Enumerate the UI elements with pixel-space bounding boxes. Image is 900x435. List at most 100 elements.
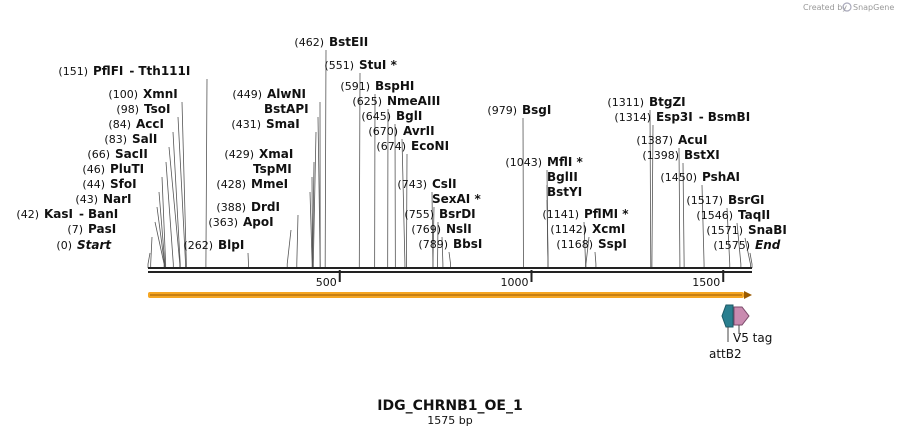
site-stui[interactable]: (551) StuI * [324,58,398,268]
site-nsli[interactable]: (769) NslI [411,222,472,268]
site-name[interactable]: TaqII [738,208,770,222]
feature-attb2[interactable]: attB2 [709,304,742,361]
site-name[interactable]: PluTI [110,162,144,176]
site-name[interactable]: BsrGI [728,193,765,207]
orf-arrow[interactable] [148,291,752,299]
site-name[interactable]: BstEII [329,35,368,49]
site-name[interactable]: Start [77,238,112,252]
site-pflmi[interactable]: (1141) PflMI * [542,207,629,268]
site-acui[interactable]: (1387) AcuI [636,133,707,268]
site-name[interactable]: BsrDI [439,207,476,221]
site-name[interactable]: SfoI [110,177,137,191]
site-mmei[interactable]: (428) MmeI [216,177,313,268]
site-name[interactable]: SacII [115,147,148,161]
site-esp3i[interactable]: (1314) Esp3I - BsmBI [614,110,750,268]
site-end[interactable]: (1575) End [713,238,781,268]
site-drdi[interactable]: (388) DrdI [216,200,299,268]
site-nmeaiii[interactable]: (625) NmeAIII [352,94,440,268]
site-name[interactable]: XmaI [259,147,293,161]
site-name[interactable]: BglI [396,109,422,123]
site-bstyi[interactable]: BstYI [546,185,582,268]
site-apoi[interactable]: (363) ApoI [208,215,292,268]
site-pluti[interactable]: (46) PluTI [82,162,167,268]
site-kasi[interactable]: (42) KasI - BanI [16,207,165,268]
site-econi[interactable]: (674) EcoNI [376,139,449,268]
site-name[interactable]: SspI [598,237,627,251]
site-name[interactable]: BglII [547,170,578,184]
site-start[interactable]: (0) Start [56,238,151,268]
site-name[interactable]: BstXI [684,148,720,162]
site-name[interactable]: TspMI [253,162,292,176]
site-name[interactable]: AccI [136,117,164,131]
site-pasi[interactable]: (7) PasI [67,222,153,268]
site-name[interactable]: End [755,238,781,252]
attb2-arrow-icon[interactable] [721,304,734,328]
site-btgzi[interactable]: (1311) BtgZI [607,95,686,268]
site-name[interactable]: MmeI [251,177,288,191]
site-name[interactable]: EcoNI [411,139,449,153]
site-bsgi[interactable]: (979) BsgI [487,103,551,268]
site-bsrdi[interactable]: (755) BsrDI [404,207,476,268]
feature-v5-tag[interactable]: V5 tag [733,306,772,345]
site-sexai[interactable]: SexAI * [432,192,481,268]
site-name[interactable]: CslI [432,177,457,191]
site-name[interactable]: Esp3I [656,110,693,124]
site-name[interactable]: AcuI [678,133,707,147]
site-name[interactable]: BstAPI [264,102,309,116]
site-name[interactable]: StuI * [359,58,398,72]
site-name[interactable]: XmnI [143,87,178,101]
site-name[interactable]: KasI [44,207,73,221]
site-pflfi[interactable]: (151) PflFI - Tth111I [58,64,208,268]
site-sspi[interactable]: (1168) SspI [556,237,627,268]
site-name[interactable]: BbsI [453,237,482,251]
site-pshai[interactable]: (1450) PshAI [660,170,740,268]
v5-tag-arrow-icon[interactable] [733,306,750,326]
site-name[interactable]: PasI [88,222,116,236]
site-name-secondary[interactable]: BanI [88,207,118,221]
site-name[interactable]: BtgZI [649,95,686,109]
site-sacii[interactable]: (66) SacII [87,147,174,268]
site-name[interactable]: MflI * [547,155,583,169]
site-bgli[interactable]: (645) BglI [361,109,422,268]
site-taqii[interactable]: (1546) TaqII [696,208,770,268]
site-name[interactable]: XcmI [592,222,625,236]
site-name[interactable]: ApoI [243,215,274,229]
site-name[interactable]: BstYI [547,185,582,199]
site-name[interactable]: AlwNI [267,87,306,101]
site-name[interactable]: AvrII [403,124,435,138]
site-name[interactable]: BsgI [522,103,551,117]
site-bbsi[interactable]: (789) BbsI [418,237,482,268]
site-name[interactable]: SmaI [266,117,300,131]
site-snabi[interactable]: (1571) SnaBI [706,223,787,268]
site-name[interactable]: BlpI [218,238,244,252]
site-bsteii[interactable]: (462) BstEII [294,35,368,268]
site-name[interactable]: PshAI [702,170,740,184]
site-avrii[interactable]: (670) AvrII [368,124,435,268]
site-name[interactable]: NslI [446,222,472,236]
site-name[interactable]: TsoI [144,102,170,116]
site-smai[interactable]: (431) SmaI [231,117,317,268]
site-name[interactable]: NmeAIII [387,94,440,108]
site-tsoi[interactable]: (98) TsoI [116,102,186,268]
site-alwni[interactable]: (449) AlwNI [232,87,321,268]
site-name[interactable]: SexAI * [432,192,481,206]
site-name-secondary[interactable]: BsmBI [708,110,750,124]
site-acci[interactable]: (84) AccI [108,117,181,268]
site-name[interactable]: PflFI [93,64,123,78]
site-blpi[interactable]: (262) BlpI [183,238,249,268]
site-bstxi[interactable]: (1398) BstXI [642,148,720,268]
site-name[interactable]: NarI [103,192,132,206]
site-name[interactable]: SalI [132,132,157,146]
site-name[interactable]: PflMI * [584,207,629,221]
site-bsrgi[interactable]: (1517) BsrGI [686,193,765,268]
site-xmni[interactable]: (100) XmnI [108,87,187,268]
site-name[interactable]: DrdI [251,200,280,214]
site-sfoi[interactable]: (44) SfoI [82,177,166,268]
site-name[interactable]: BspHI [375,79,414,93]
site-position: (66) [87,148,110,161]
site-xcmi[interactable]: (1142) XcmI [550,222,625,268]
site-bsphi[interactable]: (591) BspHI [340,79,414,268]
site-name[interactable]: SnaBI [748,223,787,237]
site-name-secondary[interactable]: Tth111I [138,64,190,78]
site-xmai[interactable]: (429) XmaI [224,147,315,268]
